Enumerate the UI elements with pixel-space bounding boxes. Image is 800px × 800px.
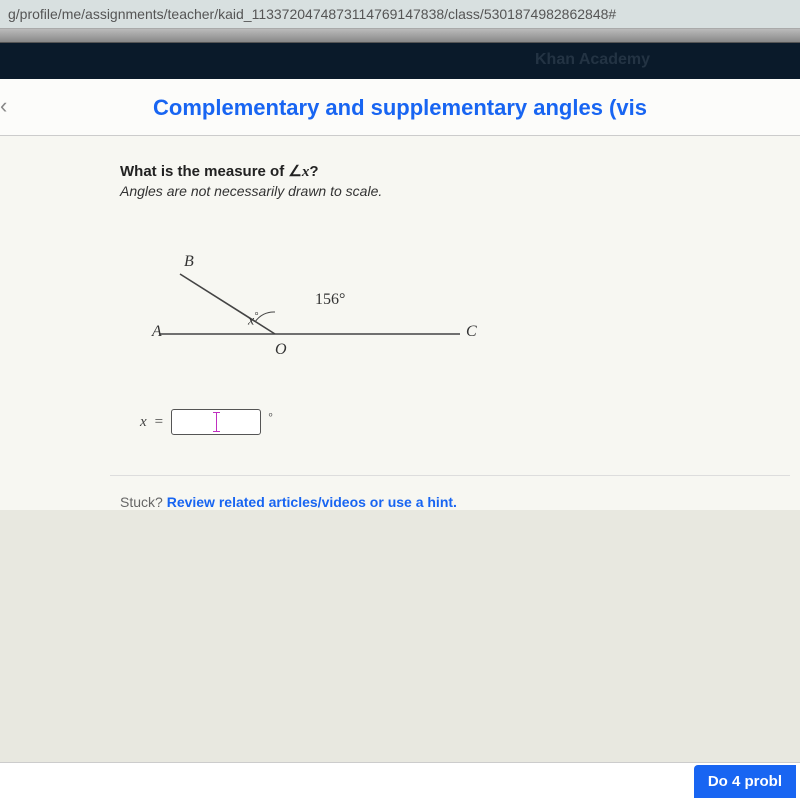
- label-156: 156°: [315, 291, 345, 309]
- label-c: C: [466, 323, 477, 341]
- question-note: Angles are not necessarily drawn to scal…: [120, 183, 800, 199]
- question-content: What is the measure of ∠x? Angles are no…: [0, 136, 800, 510]
- back-chevron-icon[interactable]: ‹: [0, 93, 7, 119]
- answer-row: x = ∘: [140, 409, 800, 435]
- label-o: O: [275, 341, 287, 359]
- label-b: B: [184, 253, 194, 271]
- text-caret-icon: [216, 413, 217, 431]
- brand-watermark: Khan Academy: [535, 51, 650, 69]
- do-problems-button[interactable]: Do 4 probl: [694, 765, 796, 798]
- question-suffix: ?: [309, 163, 318, 180]
- answer-input[interactable]: [171, 409, 261, 435]
- angle-symbol: ∠: [288, 163, 301, 180]
- browser-chrome-divider: [0, 29, 800, 43]
- section-divider: [110, 475, 790, 476]
- url-bar[interactable]: g/profile/me/assignments/teacher/kaid_11…: [0, 0, 800, 29]
- label-x-angle: x°: [248, 311, 258, 330]
- lesson-title: Complementary and supplementary angles (…: [153, 95, 647, 120]
- angle-diagram: A B C O x° 156°: [140, 259, 500, 379]
- hint-link[interactable]: Review related articles/videos or use a …: [167, 494, 457, 510]
- diagram-svg: [140, 259, 500, 379]
- question-prefix: What is the measure of: [120, 163, 288, 180]
- ray-ob: [180, 274, 275, 334]
- question-text: What is the measure of ∠x?: [120, 162, 800, 181]
- answer-degree-symbol: ∘: [267, 408, 274, 421]
- answer-equals: =: [155, 414, 163, 431]
- site-header-strip: Khan Academy: [0, 43, 800, 79]
- label-x-deg: °: [254, 311, 258, 322]
- label-a: A: [152, 323, 162, 341]
- lesson-title-bar: ‹ Complementary and supplementary angles…: [0, 79, 800, 136]
- answer-lhs: x: [140, 414, 147, 431]
- footer-bar: Do 4 probl: [0, 762, 800, 800]
- stuck-prompt: Stuck? Review related articles/videos or…: [120, 494, 800, 510]
- stuck-prefix: Stuck?: [120, 494, 167, 510]
